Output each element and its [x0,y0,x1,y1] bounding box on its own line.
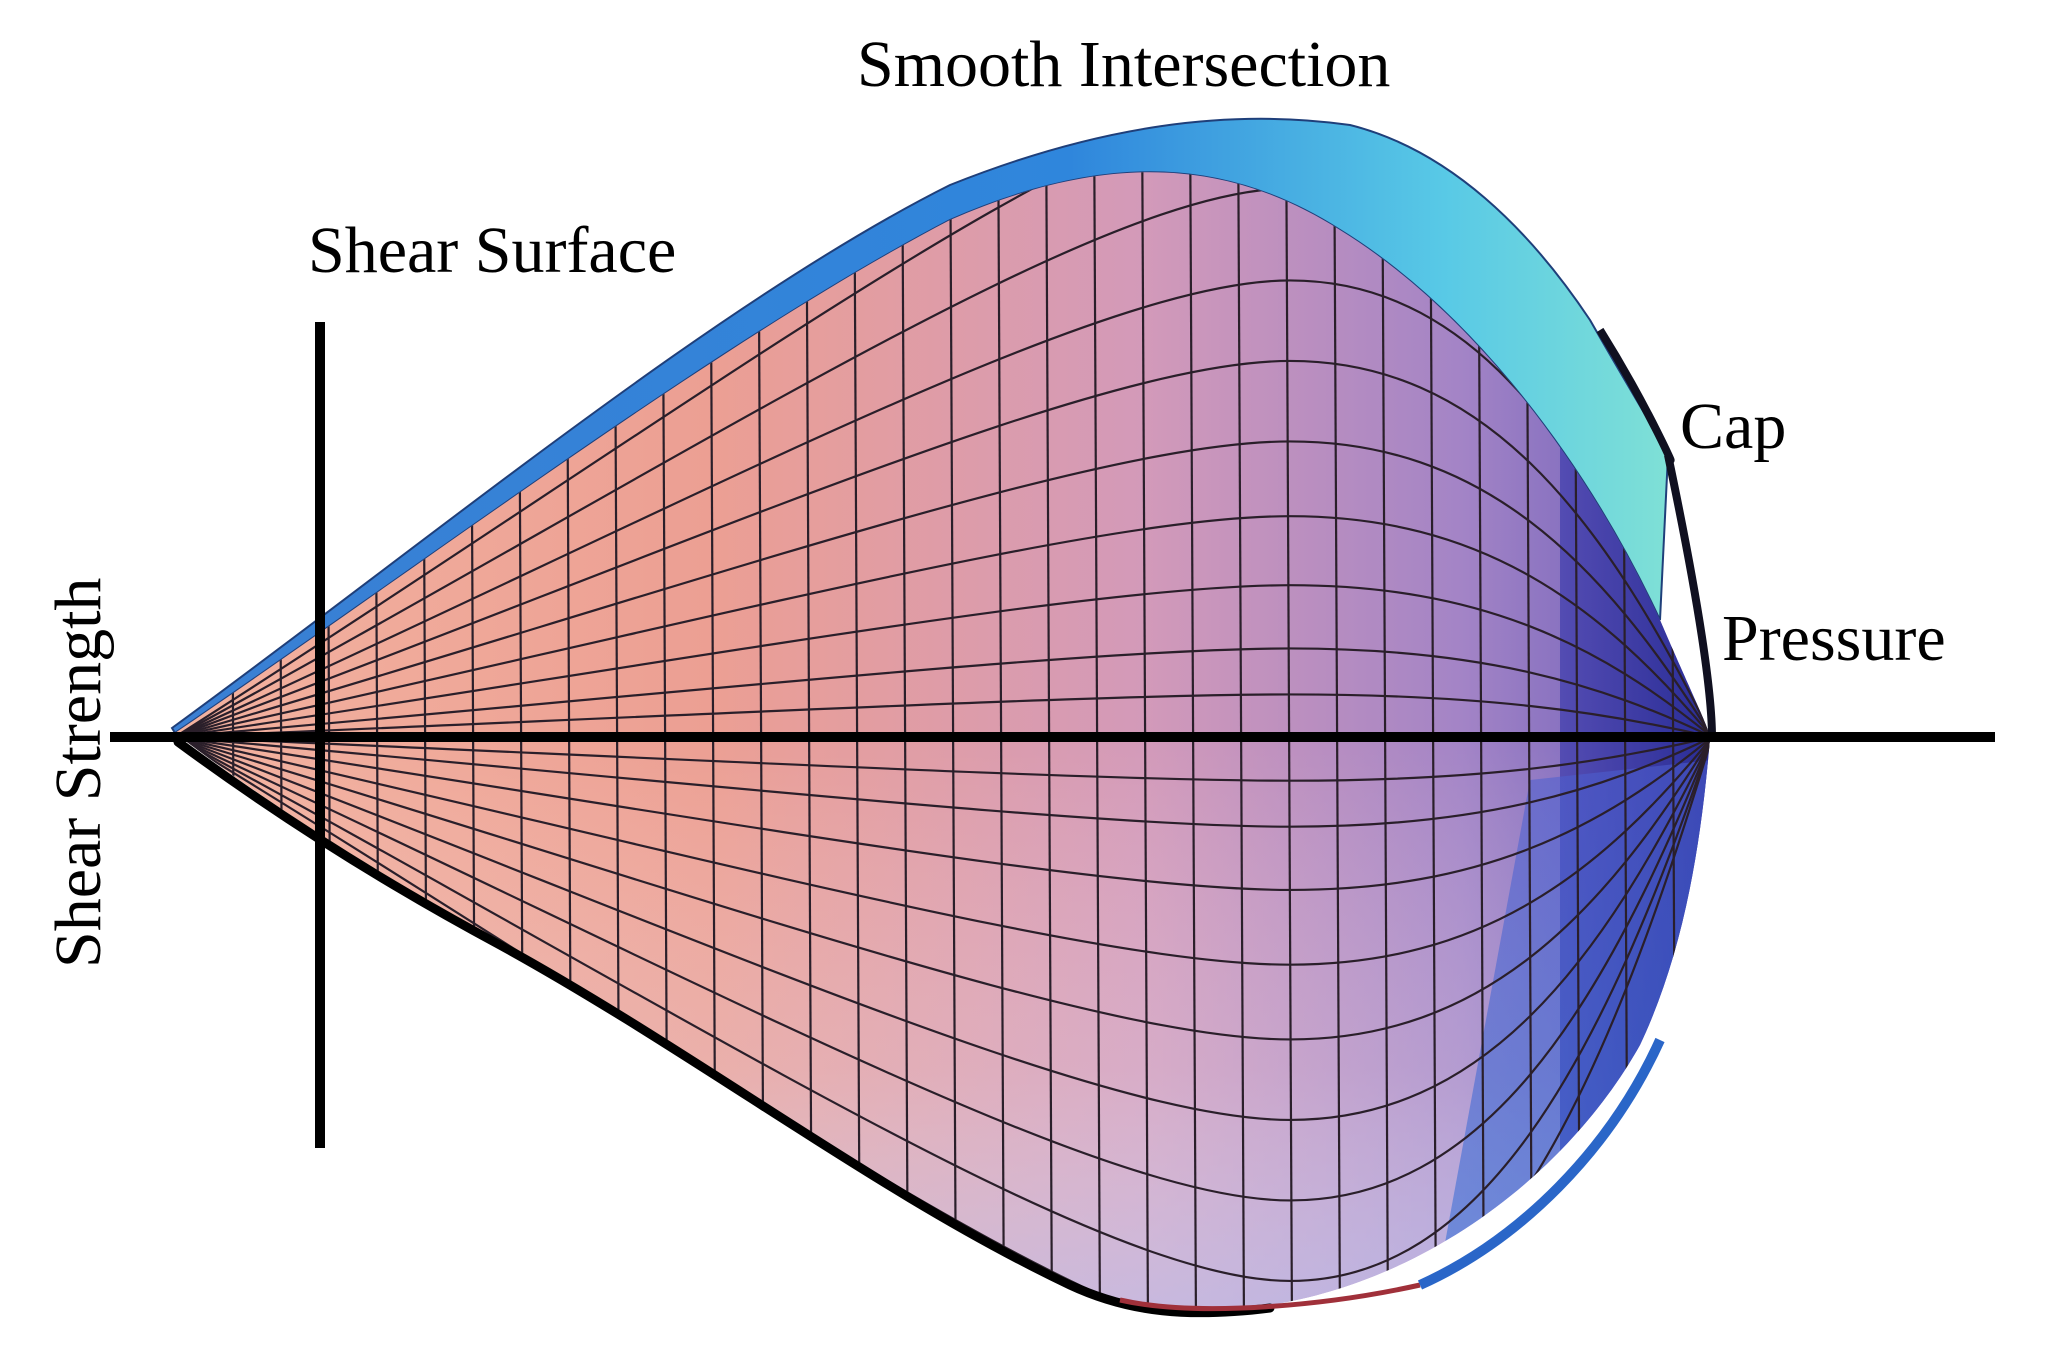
mesh-latitude-line [175,735,1710,782]
mesh-latitude-line [175,736,1710,1283]
mesh-meridian-line [852,172,862,1310]
mesh-latitude-line [175,440,1710,739]
mesh-latitude-line [175,736,1710,1202]
lower-rim-red [1119,1282,1421,1312]
mesh-meridian-line [1332,172,1342,1310]
mesh-meridian-line [1380,172,1390,1310]
shear-surface-label: Shear Surface [308,214,676,287]
mesh-latitude-line [175,735,1710,966]
mesh-meridian-line [948,172,958,1310]
mesh-meridian-line [1188,172,1198,1310]
mesh-latitude-line [175,735,1710,828]
smooth-intersection-label: Smooth Intersection [857,28,1390,101]
mesh-meridian-line [900,172,910,1310]
pressure-label: Pressure [1722,602,1946,675]
mesh-latitude-line [175,735,1710,892]
mesh-meridian-line [1140,172,1150,1310]
mesh-latitude-line [175,735,1710,1122]
lower-rim-blue [1417,1037,1665,1290]
mesh-latitude-line [175,735,1710,1041]
cap-edge [1596,327,1716,739]
mesh-meridian-line [1044,172,1054,1310]
mesh-meridian-line [996,172,1006,1310]
mesh-latitude-line [175,693,1710,739]
cap-label: Cap [1680,390,1786,463]
mesh-meridian-line [1284,172,1294,1310]
mesh-meridian-line [1092,172,1102,1310]
shear-strength-label: Shear Strength [42,578,115,968]
mesh-latitude-line [175,359,1710,739]
mesh-meridian-line [1428,172,1438,1310]
mesh-meridian-line [1236,172,1246,1310]
mesh-latitude-line [175,515,1710,739]
cap-lower-surface [1440,760,1710,1270]
mesh-meridian-line [804,172,814,1310]
mesh-latitude-line [175,647,1710,739]
mesh-latitude-line [175,584,1710,739]
